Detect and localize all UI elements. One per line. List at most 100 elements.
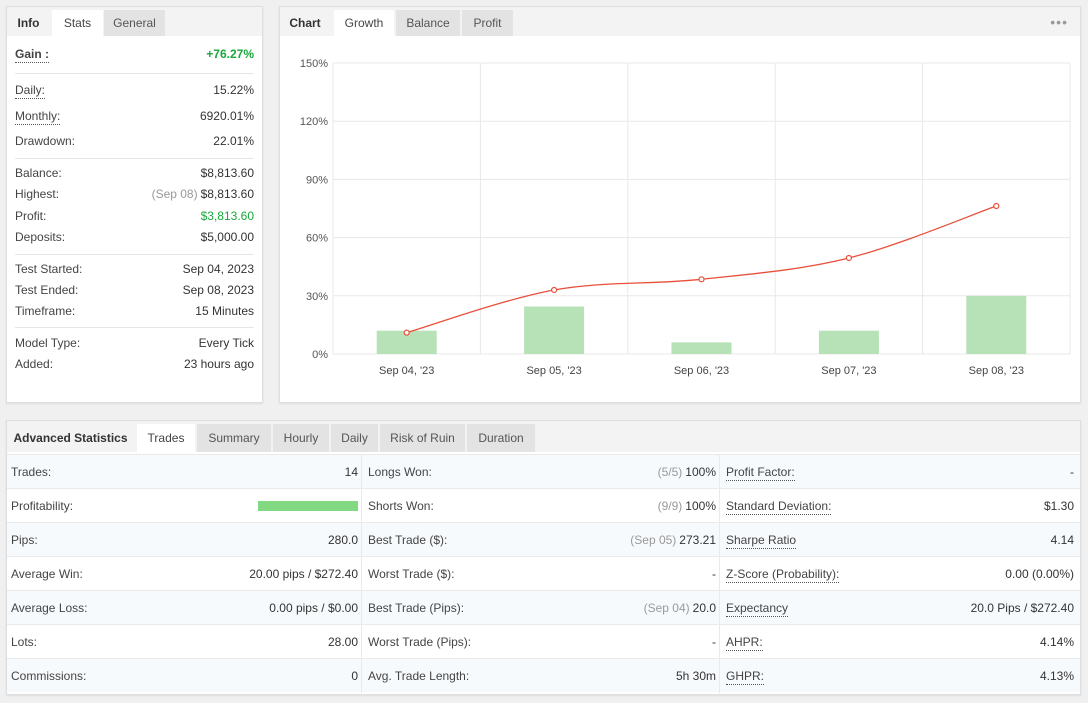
highest-label: Highest: [15,187,60,201]
stat-number: 280.0 [327,533,358,547]
stat-label[interactable]: Standard Deviation: [726,499,832,515]
gain-label[interactable]: Gain : [15,47,50,63]
column-divider [719,659,720,693]
tab-general[interactable]: General [104,10,165,36]
stat-cell: Commissions: 0 [7,659,358,693]
test-ended-value: Sep 08, 2023 [182,283,254,297]
tab-balance[interactable]: Balance [396,10,460,36]
x-tick-label: Sep 05, '23 [526,365,581,377]
stat-label: Worst Trade ($): [368,567,455,581]
stat-label: Best Trade ($): [368,533,448,547]
stat-number: - [712,567,716,581]
bar [671,342,732,354]
tab-chart[interactable]: Chart [289,16,321,30]
stat-cell: GHPR: 4.13% [722,659,1074,693]
timeframe-row: Timeframe: 15 Minutes [15,301,254,321]
tab-hourly[interactable]: Hourly [273,424,329,452]
added-label: Added: [15,357,54,371]
y-tick-label: 30% [306,291,328,303]
stat-label[interactable]: Z-Score (Probability): [726,567,840,583]
x-tick-label: Sep 07, '23 [821,365,876,377]
stat-label[interactable]: Expectancy [726,601,789,617]
column-divider [361,557,362,591]
test-started-value: Sep 04, 2023 [182,262,254,276]
stat-number: 4.13% [1039,669,1074,683]
table-row: Lots: 28.00 Worst Trade (Pips): - AHPR: 4.14% [7,624,1080,659]
y-tick-label: 60% [306,233,328,245]
table-row: Average Win: 20.00 pips / $272.40 Worst Tr… [7,556,1080,591]
gain-row: Gain : +76.27% [15,44,254,64]
stat-label: Lots: [11,635,38,649]
y-tick-label: 0% [312,349,328,361]
test-started-label: Test Started: [15,262,83,276]
gain-value: +76.27% [206,47,254,61]
stat-cell: Best Trade (Pips): (Sep 04) 20.0 [364,591,716,625]
stat-label: Worst Trade (Pips): [368,635,472,649]
profit-row: Profit: $3,813.60 [15,206,254,226]
stat-label: Average Loss: [11,601,88,615]
balance-row: Balance: $8,813.60 [15,163,254,183]
model-type-value: Every Tick [198,336,254,350]
ellipsis-icon[interactable]: ••• [1050,14,1068,30]
highest-amount: $8,813.60 [200,187,254,201]
deposits-row: Deposits: $5,000.00 [15,227,254,247]
tab-stats[interactable]: Stats [52,10,103,36]
stat-label: Trades: [11,465,52,479]
stat-label[interactable]: GHPR: [726,669,765,685]
stat-value: (9/9) 100% [658,489,716,523]
tab-growth[interactable]: Growth [334,10,394,36]
daily-row: Daily: 15.22% [15,80,254,100]
stat-label[interactable]: Profit Factor: [726,465,795,481]
column-divider [361,625,362,659]
stat-label: Shorts Won: [368,499,434,513]
stat-value: 4.13% [1040,659,1074,693]
stat-note: (Sep 04) [643,601,690,615]
tab-trades[interactable]: Trades [137,424,195,452]
stat-label[interactable]: AHPR: [726,635,763,651]
highest-value: (Sep 08) $8,813.60 [152,184,254,204]
tab-duration[interactable]: Duration [467,424,535,452]
stat-cell: Standard Deviation: $1.30 [722,489,1074,523]
y-tick-label: 120% [300,116,328,128]
profitability-bar [258,501,358,511]
monthly-row: Monthly: 6920.01% [15,106,254,126]
growth-line [406,205,997,334]
model-type-row: Model Type: Every Tick [15,333,254,353]
x-tick-label: Sep 04, '23 [379,365,434,377]
stat-label[interactable]: Sharpe Ratio [726,533,797,549]
monthly-value: 6920.01% [199,109,254,123]
tab-summary[interactable]: Summary [197,424,271,452]
stat-cell: Longs Won: (5/5) 100% [364,455,716,489]
chart-tabbar: Chart Growth Balance Profit [280,7,1080,36]
tab-advanced-statistics[interactable]: Advanced Statistics [13,431,128,445]
profitability-bar-fill [258,501,358,511]
drawdown-value: 22.01% [213,134,254,148]
x-tick-label: Sep 08, '23 [969,365,1024,377]
stat-value: (Sep 05) 273.21 [630,523,716,557]
stat-value: (5/5) 100% [658,455,716,489]
stat-number: 28.00 [327,635,358,649]
monthly-label[interactable]: Monthly: [15,109,61,125]
data-point [993,202,1000,210]
stat-value: 0.00 pips / $0.00 [269,591,358,625]
tab-profit[interactable]: Profit [462,10,513,36]
tab-risk-of-ruin[interactable]: Risk of Ruin [380,424,465,452]
column-divider [719,523,720,557]
tab-daily[interactable]: Daily [331,424,378,452]
stat-cell: Average Loss: 0.00 pips / $0.00 [7,591,358,625]
column-divider [361,523,362,557]
stat-cell: Pips: 280.0 [7,523,358,557]
bar [376,330,437,354]
timeframe-label: Timeframe: [15,304,76,318]
drawdown-row: Drawdown: 22.01% [15,131,254,151]
stat-number: 4.14% [1039,635,1074,649]
stat-cell: Shorts Won: (9/9) 100% [364,489,716,523]
daily-label[interactable]: Daily: [15,83,46,99]
tab-info[interactable]: Info [17,16,40,30]
stat-cell: AHPR: 4.14% [722,625,1074,659]
stat-value: (Sep 04) 20.0 [644,591,716,625]
stat-value: 28.00 [328,625,358,659]
stat-value: 20.0 Pips / $272.40 [971,591,1074,625]
table-row: Pips: 280.0 Best Trade ($): (Sep 05) 273.21 S… [7,522,1080,557]
info-tabbar: Info Stats General [7,7,262,36]
